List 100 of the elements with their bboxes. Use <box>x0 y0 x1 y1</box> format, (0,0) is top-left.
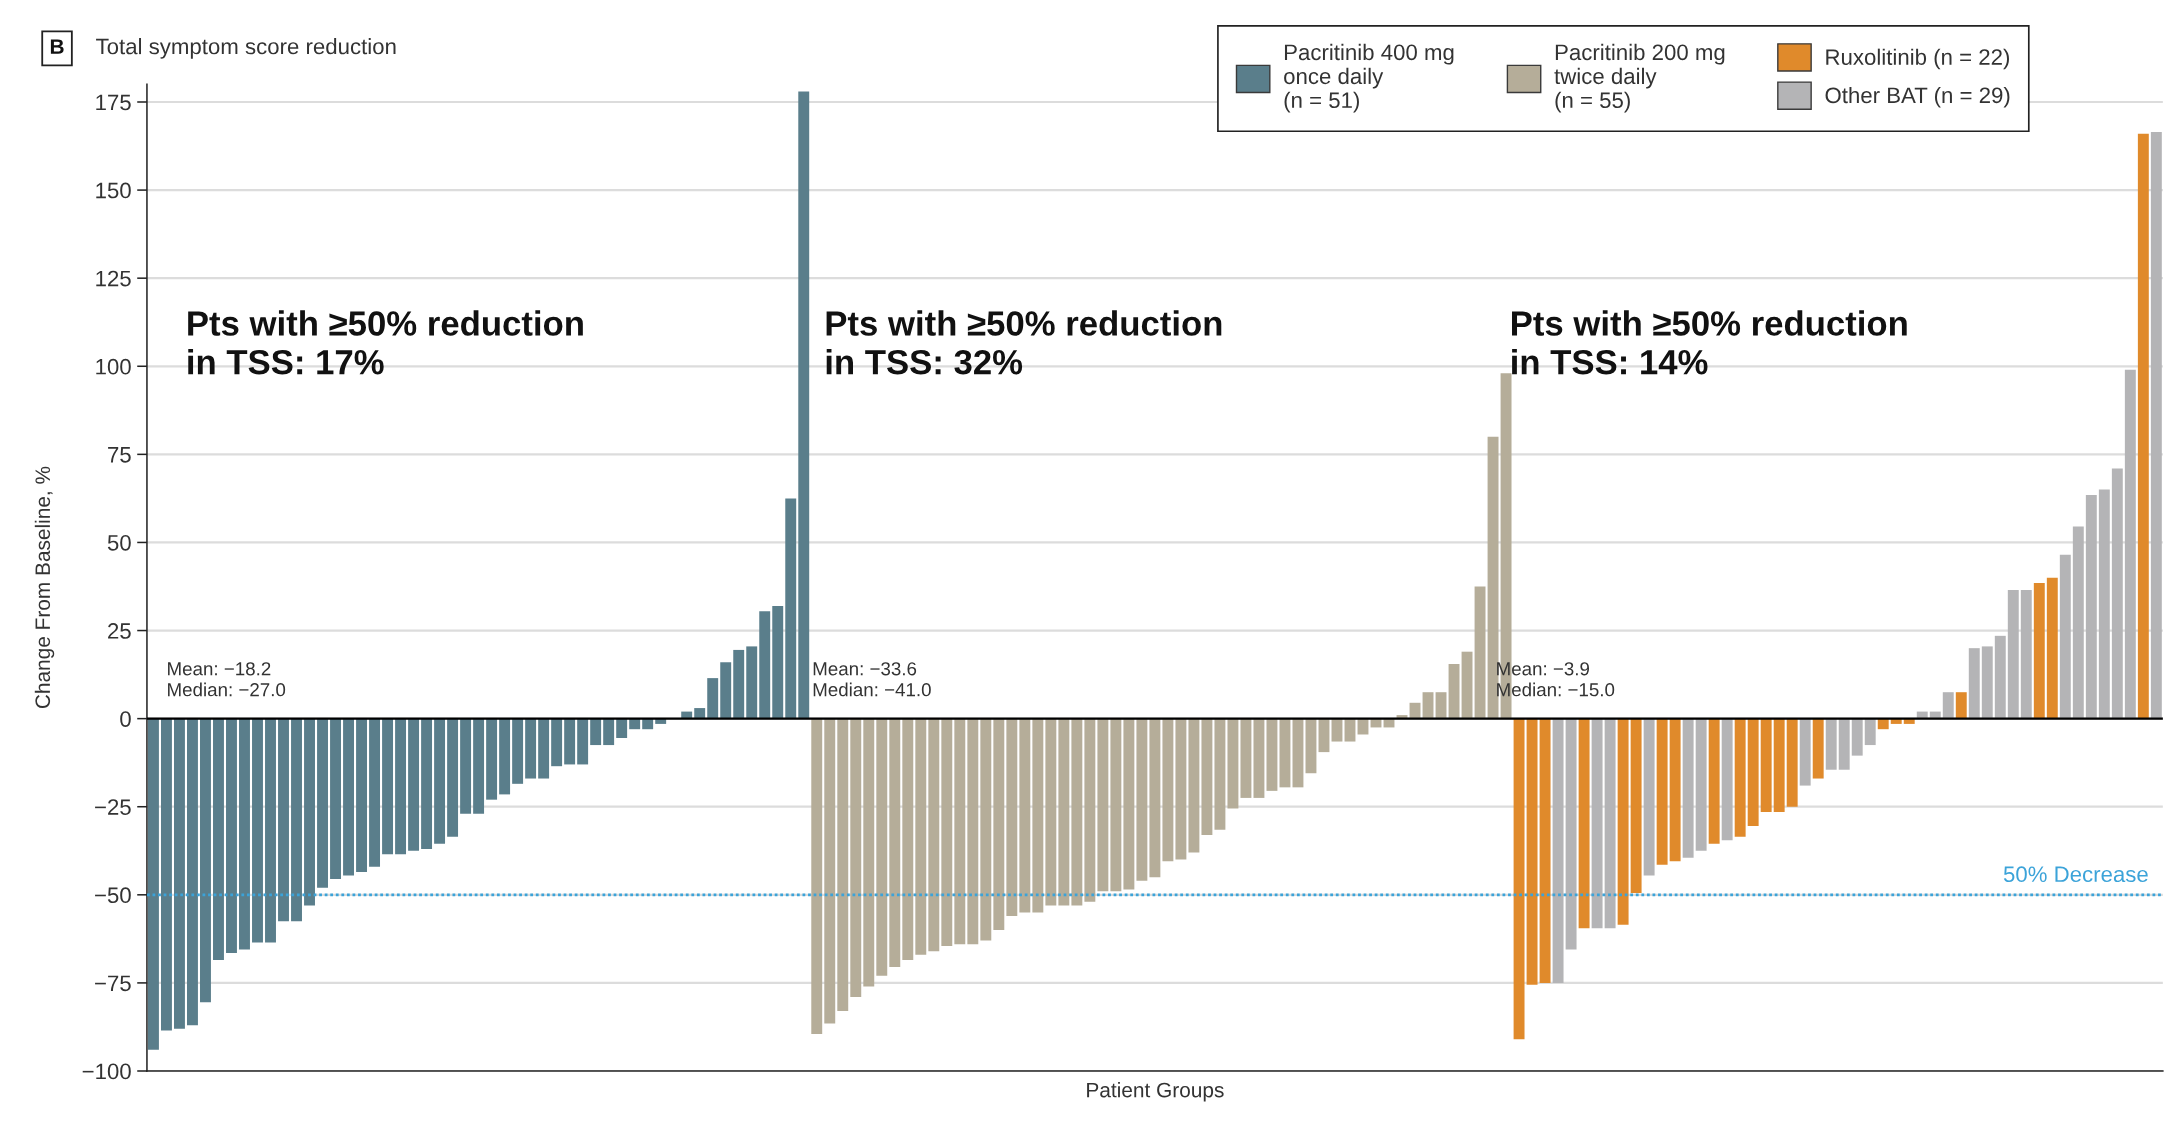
bar <box>564 718 576 765</box>
bar <box>2085 494 2097 719</box>
bar <box>889 718 901 968</box>
bar <box>1019 718 1031 913</box>
bar <box>1643 718 1655 876</box>
y-tick-label: 100 <box>96 358 131 375</box>
bar <box>1123 718 1135 890</box>
bar <box>954 718 966 945</box>
legend-label: Other BAT (n = 29) <box>1825 86 2010 108</box>
bar <box>1565 718 1577 950</box>
bar <box>590 718 602 746</box>
bar <box>1695 718 1707 851</box>
bar <box>317 718 328 888</box>
bar <box>1773 718 1785 813</box>
legend-label: Ruxolitinib (n = 22) <box>1826 48 2009 70</box>
bar <box>1552 718 1564 983</box>
bar <box>707 678 719 719</box>
bar <box>850 718 862 997</box>
bar <box>343 718 354 876</box>
y-tick-label: 125 <box>96 270 131 287</box>
bar <box>1461 651 1473 719</box>
y-tick-label: 150 <box>96 182 131 199</box>
y-tick-label: 175 <box>96 94 131 111</box>
bar <box>1240 718 1252 798</box>
annotation: Mean: −18.2 Median: −27.0 <box>168 662 286 697</box>
bar <box>408 718 420 851</box>
bar <box>1279 718 1291 788</box>
bar <box>2059 554 2071 719</box>
bar <box>1110 718 1122 892</box>
bar <box>434 718 446 844</box>
bar <box>1838 718 1850 770</box>
bar <box>837 718 849 1012</box>
bar <box>759 611 771 719</box>
bar <box>2072 526 2084 719</box>
bar <box>1487 436 1499 719</box>
bar <box>2111 468 2123 719</box>
bar <box>1682 718 1694 858</box>
bar <box>2020 590 2032 719</box>
bar <box>1071 718 1083 906</box>
bar <box>1448 664 1460 719</box>
legend-label: Pacritinib 200 mg twice daily (n = 55) <box>1554 43 1725 113</box>
bar <box>1136 718 1148 881</box>
bar <box>2046 577 2058 719</box>
bar <box>1812 718 1824 779</box>
bar <box>1630 718 1642 894</box>
bar <box>1955 692 1967 719</box>
bar <box>1825 718 1837 770</box>
bar <box>1045 718 1057 906</box>
bar <box>239 718 250 950</box>
bar <box>2098 489 2110 719</box>
bar <box>1734 718 1746 837</box>
bar <box>304 718 315 906</box>
y-axis-title: Change From Baseline, % <box>34 466 55 709</box>
bar <box>447 718 459 837</box>
bar <box>1539 718 1551 983</box>
bar <box>1162 718 1174 862</box>
chart-title: Total symptom score reduction <box>96 38 396 59</box>
bar <box>160 718 172 1031</box>
bar <box>369 718 381 867</box>
bar <box>1266 718 1278 791</box>
bar <box>1578 718 1590 929</box>
y-tick-label: −75 <box>95 975 131 992</box>
y-tick-label: 75 <box>108 447 131 463</box>
bar <box>1097 718 1109 892</box>
bar <box>824 718 836 1024</box>
bar <box>1760 718 1772 813</box>
bar <box>213 718 224 960</box>
bar <box>915 718 927 955</box>
bar <box>1188 718 1200 853</box>
bar <box>147 718 159 1050</box>
bar <box>538 718 550 779</box>
ref-line-label: 50% Decrease <box>2003 866 2148 883</box>
bar <box>577 718 589 765</box>
bar <box>291 718 302 922</box>
bar <box>993 718 1005 931</box>
bar <box>1747 718 1759 827</box>
bar <box>265 718 276 943</box>
bar <box>1994 635 2006 719</box>
y-tick-label: −50 <box>95 887 131 904</box>
bar <box>967 718 979 945</box>
bar <box>941 718 953 946</box>
bar <box>785 498 797 719</box>
bar <box>395 718 407 855</box>
annotation: Pts with ≥50% reduction in TSS: 32% <box>826 310 1222 375</box>
bar <box>1149 718 1161 878</box>
bar <box>1214 718 1226 830</box>
bar <box>1253 718 1265 798</box>
bar <box>499 718 511 795</box>
bar <box>928 718 940 952</box>
bar <box>356 718 368 872</box>
bar <box>863 718 875 987</box>
bar <box>1435 692 1447 719</box>
bar <box>2137 133 2149 719</box>
bar <box>1032 718 1044 913</box>
text: B <box>50 39 64 54</box>
annotation: Pts with ≥50% reduction in TSS: 14% <box>1512 310 1907 375</box>
annotation: Pts with ≥50% reduction in TSS: 17% <box>188 310 583 375</box>
bar <box>1474 586 1486 719</box>
x-axis-title: Patient Groups <box>1087 1082 1224 1102</box>
bar <box>551 718 563 767</box>
